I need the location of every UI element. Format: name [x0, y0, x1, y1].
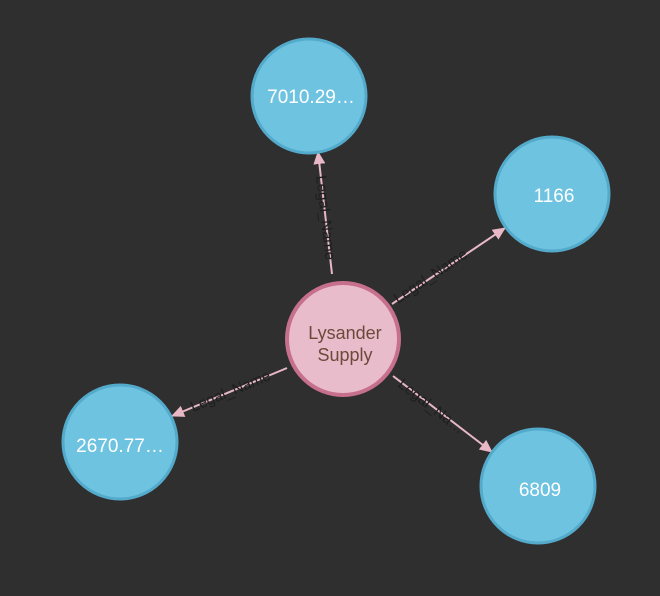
edge-label: Legal_Name	[391, 246, 471, 308]
edge-line	[313, 151, 333, 275]
edge-line	[392, 375, 493, 453]
node-label: 1166	[534, 186, 575, 207]
edge-to-node-2670[interactable]: Legal_Name	[171, 367, 288, 417]
node-label-line1: Lysander	[308, 323, 381, 343]
node-label: 2670.77…	[76, 436, 164, 457]
edge-label: Legal_Na…	[395, 376, 468, 438]
edge-label: Legal_Name	[312, 175, 339, 261]
edge-line	[171, 367, 288, 417]
node-circle	[250, 37, 368, 155]
node-label: 6809	[519, 480, 561, 501]
node-6809[interactable]: 6809	[479, 427, 597, 545]
node-label-line2: Supply	[317, 345, 372, 365]
node-lysander-supply[interactable]: Lysander Supply	[285, 281, 401, 397]
node-7010[interactable]: 7010.29…	[250, 37, 368, 155]
edge-label: Legal_Name	[188, 367, 273, 415]
node-2670[interactable]: 2670.77…	[61, 383, 179, 501]
node-label: 7010.29…	[267, 87, 355, 108]
node-1166[interactable]: 1166	[493, 135, 611, 253]
node-circle	[479, 427, 597, 545]
edge-to-node-1166[interactable]: Legal_Name	[391, 227, 506, 308]
node-circle	[493, 135, 611, 253]
node-circle	[61, 383, 179, 501]
node-circle	[285, 281, 401, 397]
edge-to-node-6809[interactable]: Legal_Na…	[392, 375, 493, 453]
edge-to-node-7010[interactable]: Legal_Name	[312, 151, 339, 275]
edge-line	[391, 227, 506, 305]
